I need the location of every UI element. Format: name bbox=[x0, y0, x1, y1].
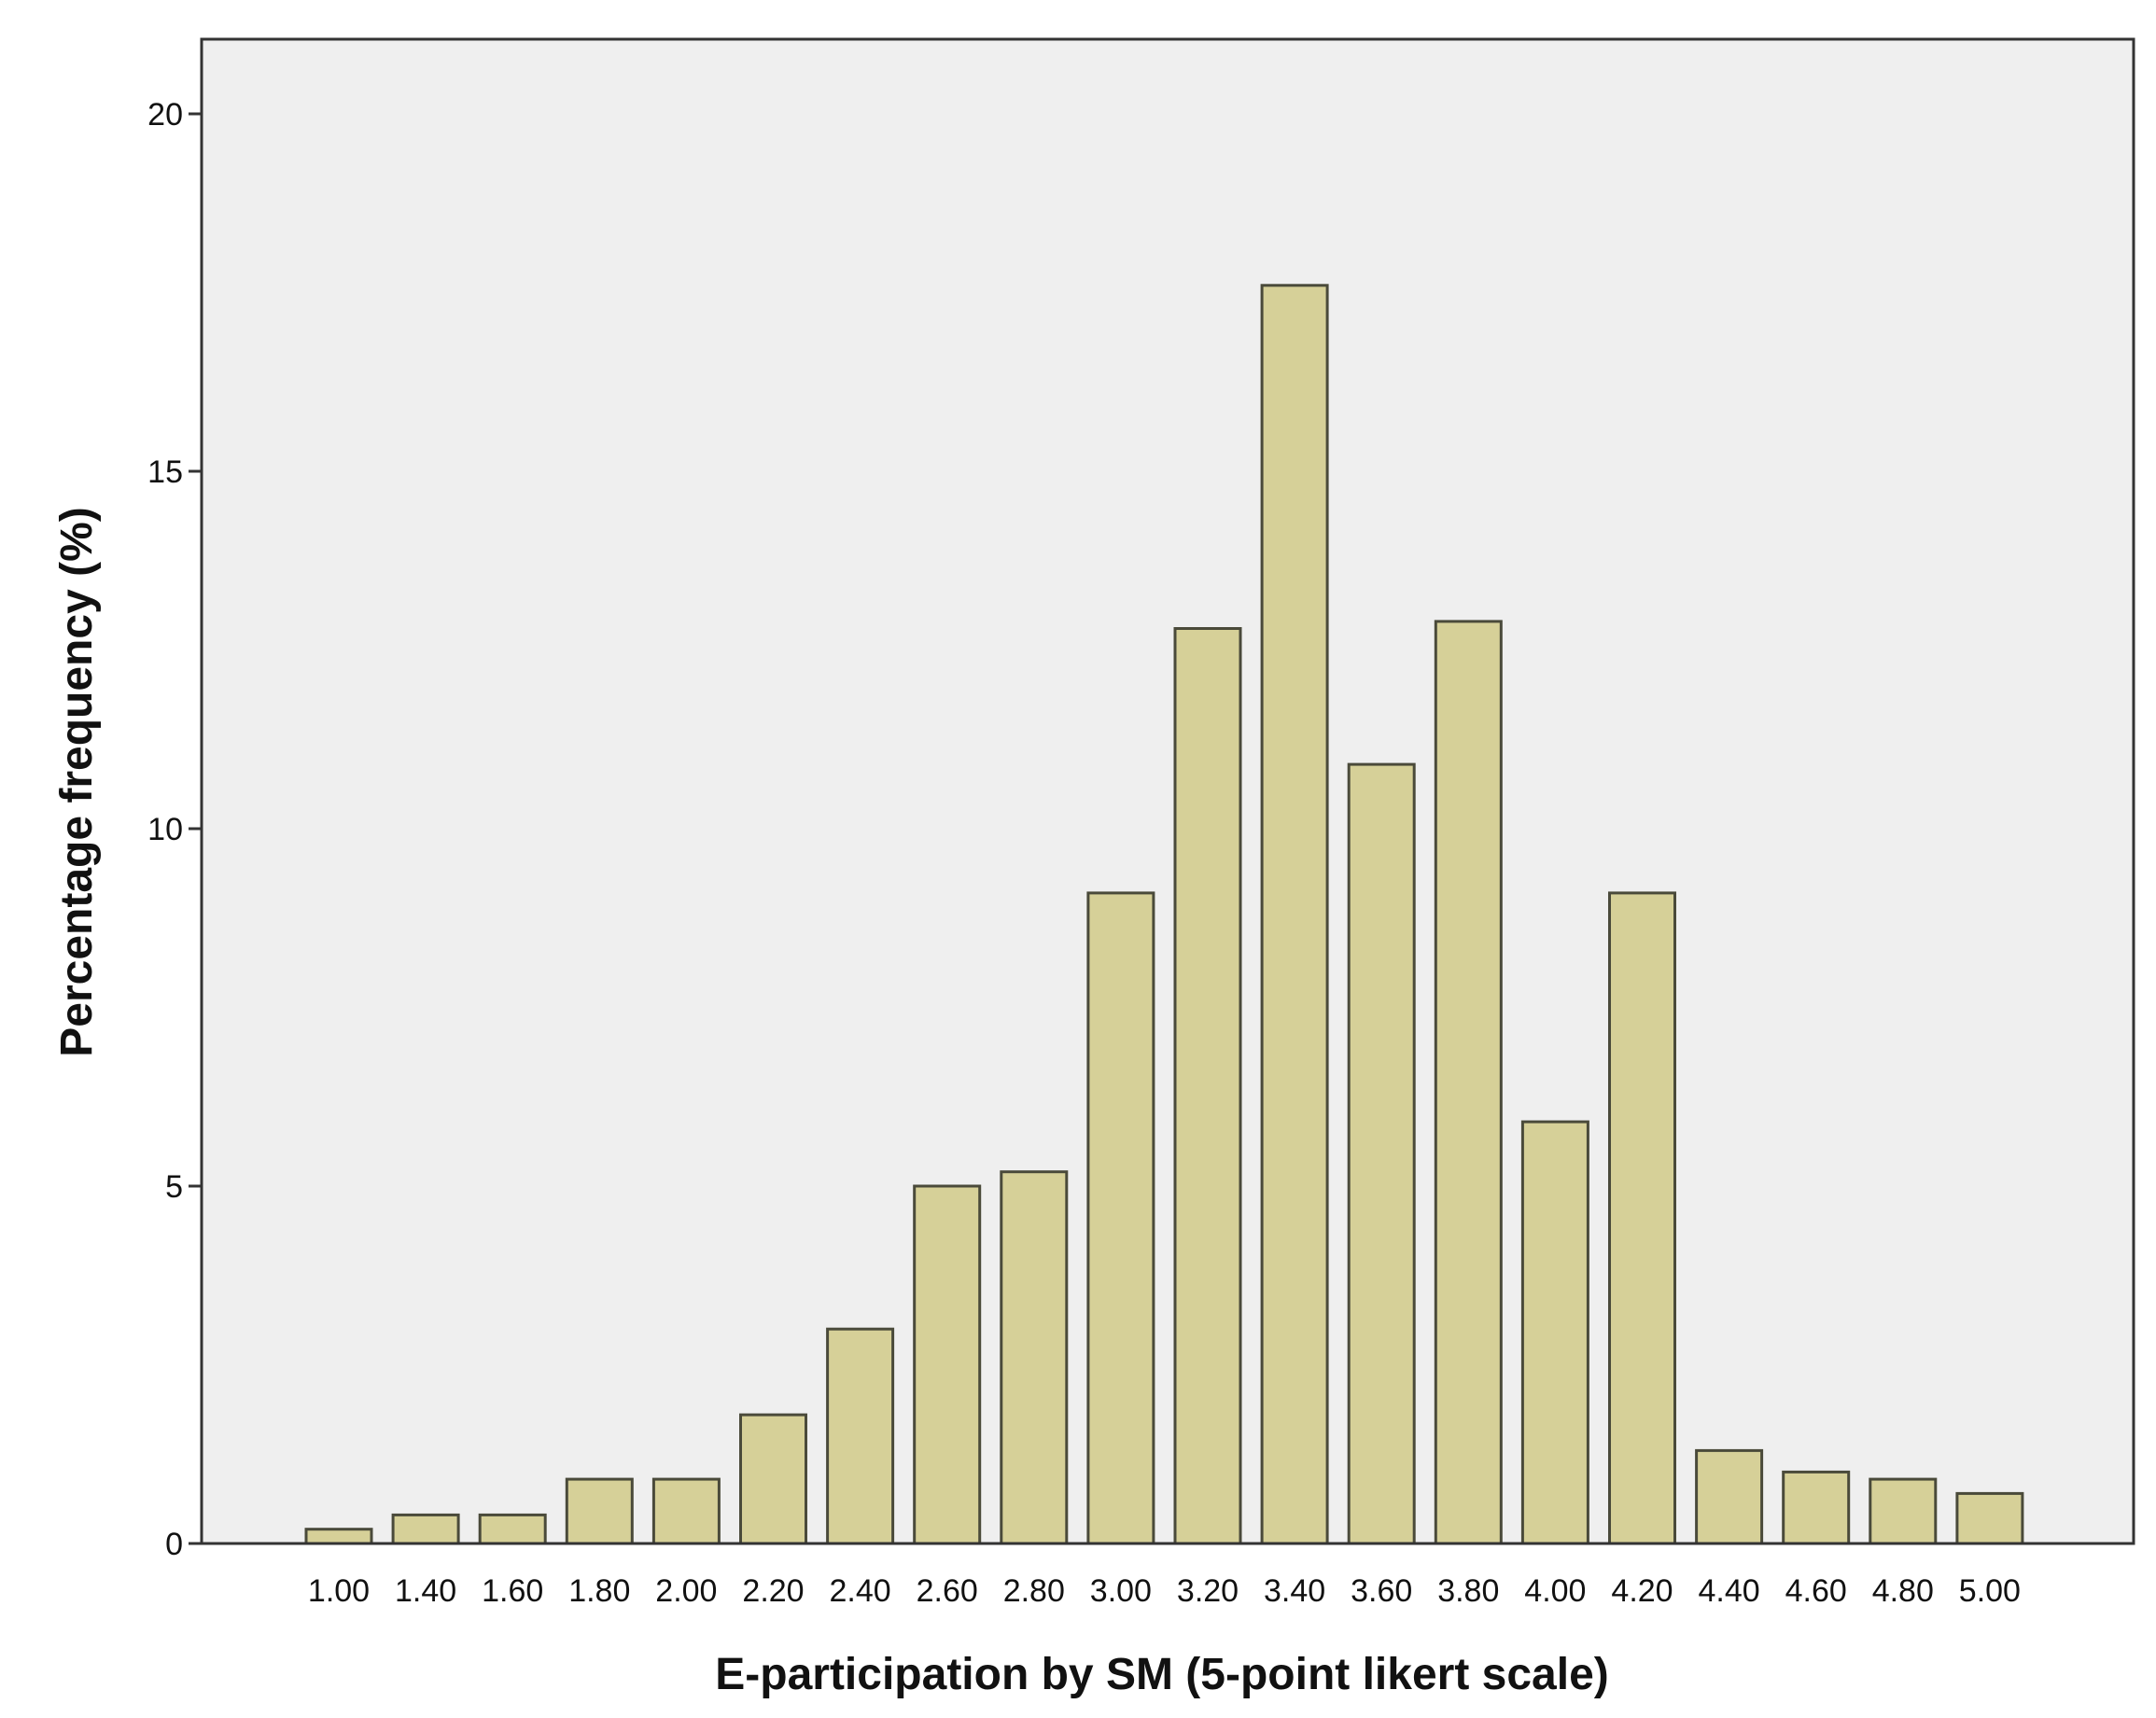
x-tick-label: 2.00 bbox=[655, 1573, 717, 1609]
bar-2.80 bbox=[1000, 1170, 1069, 1545]
y-axis-title: Percentage frequency (%) bbox=[52, 507, 102, 1057]
x-tick-label: 1.00 bbox=[308, 1573, 370, 1609]
x-tick-label: 3.00 bbox=[1090, 1573, 1152, 1609]
bar-3.80 bbox=[1434, 620, 1503, 1545]
y-axis: 0 5 10 15 20 bbox=[147, 97, 202, 1562]
x-tick-label: 4.20 bbox=[1611, 1573, 1673, 1609]
x-tick-label: 5.00 bbox=[1959, 1573, 2021, 1609]
x-tick-label: 3.20 bbox=[1177, 1573, 1239, 1609]
bar-2.40 bbox=[826, 1327, 895, 1545]
y-tick-label: 0 bbox=[165, 1527, 183, 1562]
bar-3.20 bbox=[1173, 627, 1242, 1545]
x-tick-label: 4.60 bbox=[1785, 1573, 1847, 1609]
y-tick-label: 5 bbox=[165, 1169, 183, 1205]
bar-3.00 bbox=[1086, 891, 1155, 1545]
bar-3.40 bbox=[1260, 284, 1329, 1545]
x-tick-label: 2.80 bbox=[1003, 1573, 1065, 1609]
bar-1.00 bbox=[304, 1528, 373, 1545]
bars-group bbox=[202, 284, 2134, 1545]
bar-4.00 bbox=[1520, 1120, 1589, 1545]
x-tick-label: 4.80 bbox=[1872, 1573, 1934, 1609]
x-tick-label: 3.60 bbox=[1351, 1573, 1412, 1609]
x-axis: 1.00 1.40 1.60 1.80 2.00 2.20 2.40 2.60 2.80 3.00… bbox=[308, 1573, 2021, 1609]
y-tick-label: 20 bbox=[147, 97, 183, 133]
x-axis-title: E-participation by SM (5-point likert sc… bbox=[715, 1650, 1609, 1699]
x-tick-label: 2.60 bbox=[917, 1573, 978, 1609]
bar-3.60 bbox=[1347, 762, 1416, 1545]
y-tick-label: 10 bbox=[147, 812, 183, 847]
x-tick-label: 2.40 bbox=[830, 1573, 891, 1609]
bar-2.00 bbox=[651, 1477, 721, 1545]
x-tick-label: 3.40 bbox=[1264, 1573, 1325, 1609]
bar-5.00 bbox=[1955, 1491, 2024, 1545]
x-tick-label: 2.20 bbox=[742, 1573, 804, 1609]
bar-4.40 bbox=[1695, 1448, 1764, 1545]
bar-2.20 bbox=[739, 1413, 807, 1545]
x-tick-label: 4.40 bbox=[1699, 1573, 1760, 1609]
plot-area bbox=[200, 37, 2135, 1545]
x-tick-label: 1.60 bbox=[482, 1573, 543, 1609]
x-tick-label: 1.80 bbox=[568, 1573, 630, 1609]
x-tick-label: 4.00 bbox=[1524, 1573, 1586, 1609]
bar-1.80 bbox=[565, 1477, 634, 1545]
bar-4.60 bbox=[1782, 1470, 1851, 1545]
x-tick-label: 3.80 bbox=[1437, 1573, 1499, 1609]
y-tick-label: 15 bbox=[147, 454, 183, 490]
bar-1.60 bbox=[478, 1513, 547, 1545]
x-tick-label: 1.40 bbox=[395, 1573, 456, 1609]
bar-1.40 bbox=[391, 1513, 460, 1545]
bar-4.20 bbox=[1608, 891, 1676, 1545]
bar-4.80 bbox=[1869, 1477, 1938, 1545]
bar-2.60 bbox=[913, 1184, 982, 1545]
